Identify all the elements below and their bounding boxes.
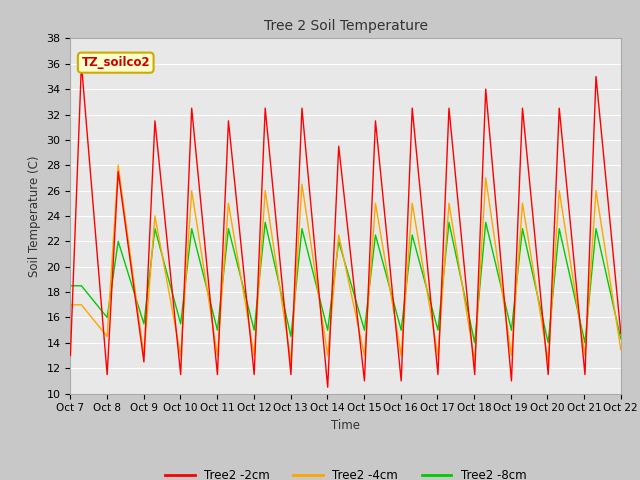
Legend: Tree2 -2cm, Tree2 -4cm, Tree2 -8cm: Tree2 -2cm, Tree2 -4cm, Tree2 -8cm (160, 465, 531, 480)
Text: TZ_soilco2: TZ_soilco2 (81, 56, 150, 69)
Title: Tree 2 Soil Temperature: Tree 2 Soil Temperature (264, 19, 428, 33)
X-axis label: Time: Time (331, 419, 360, 432)
Y-axis label: Soil Temperature (C): Soil Temperature (C) (28, 155, 41, 277)
